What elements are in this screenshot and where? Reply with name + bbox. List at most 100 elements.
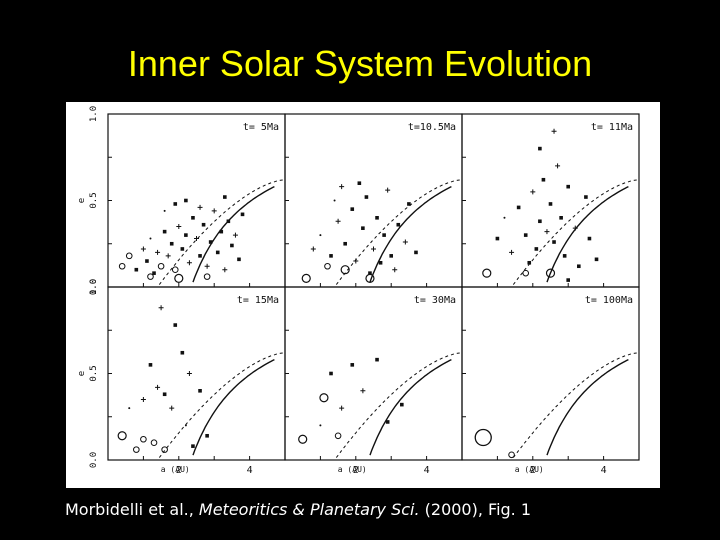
data-point xyxy=(223,195,227,199)
panel-time-label: t= 15Ma xyxy=(237,295,279,306)
data-point xyxy=(171,266,179,273)
data-point xyxy=(566,278,570,282)
data-point xyxy=(508,451,515,459)
data-point xyxy=(545,268,556,278)
data-point xyxy=(538,146,542,151)
x-axis-label: a (AU) xyxy=(515,465,544,474)
data-point xyxy=(203,273,211,280)
data-point xyxy=(140,246,146,252)
data-point xyxy=(194,236,199,242)
data-point xyxy=(230,243,234,248)
data-point xyxy=(350,207,355,211)
data-point xyxy=(173,202,178,206)
data-point xyxy=(343,241,347,246)
data-point xyxy=(400,402,404,407)
data-point xyxy=(319,393,329,403)
data-point xyxy=(205,433,209,438)
data-point xyxy=(184,233,188,237)
panel-time-label: t= 100Ma xyxy=(585,295,633,306)
data-point xyxy=(301,273,311,283)
data-point xyxy=(145,259,149,263)
panel-frame xyxy=(284,286,463,461)
dashed-curve xyxy=(512,352,640,458)
y-tick-label: 0.0 xyxy=(89,279,99,295)
caption-authors: Morbidelli et al., xyxy=(65,500,199,519)
data-point xyxy=(402,239,408,245)
data-point xyxy=(544,229,550,235)
data-point xyxy=(527,260,532,265)
data-point xyxy=(201,222,206,227)
data-point xyxy=(572,225,578,231)
dashed-curve xyxy=(512,179,640,285)
data-point xyxy=(197,204,203,210)
data-point xyxy=(134,267,139,272)
data-point xyxy=(298,434,308,444)
data-point xyxy=(176,223,182,229)
panel-frame xyxy=(107,286,286,461)
x-axis-label: a (AU) xyxy=(338,465,367,474)
data-point xyxy=(191,444,195,448)
solid-curve xyxy=(192,358,275,456)
data-point xyxy=(329,254,333,258)
panel-time-label: t= 11Ma xyxy=(591,122,633,133)
dashed-curve xyxy=(158,179,286,285)
y-axis-label: e xyxy=(77,371,87,376)
data-point xyxy=(117,431,127,441)
caption: Morbidelli et al., Meteoritics & Planeta… xyxy=(65,500,531,519)
data-point xyxy=(219,229,224,234)
data-point xyxy=(371,246,376,252)
data-point xyxy=(350,363,355,367)
y-tick-label: 0.5 xyxy=(89,192,99,208)
data-point xyxy=(140,435,147,443)
data-point xyxy=(555,163,561,169)
data-point xyxy=(186,371,192,376)
data-point xyxy=(226,219,231,224)
data-point xyxy=(324,262,331,270)
data-point xyxy=(162,229,167,234)
data-point xyxy=(534,247,539,251)
data-point xyxy=(552,240,556,244)
panel-frame xyxy=(461,286,640,461)
x-axis-label: a (AU) xyxy=(161,465,190,474)
data-point xyxy=(150,439,158,447)
data-point xyxy=(364,195,369,199)
x-tick-label: 4 xyxy=(601,465,607,476)
caption-rest: (2000), Fig. 1 xyxy=(419,500,532,519)
data-point xyxy=(584,195,588,199)
data-point xyxy=(340,265,350,275)
y-tick-label: 1.0 xyxy=(89,279,99,295)
data-point xyxy=(149,237,152,240)
data-point xyxy=(174,273,184,283)
data-point xyxy=(385,187,391,193)
data-point xyxy=(333,199,336,202)
y-tick-label: 1.0 xyxy=(89,106,99,122)
data-point xyxy=(389,254,393,258)
panel-time-label: t=10.5Ma xyxy=(408,122,456,133)
panel-time-label: t= 5Ma xyxy=(243,122,279,133)
data-point xyxy=(392,267,398,273)
data-point xyxy=(163,209,166,212)
panel-frame xyxy=(461,113,640,288)
data-point xyxy=(339,184,345,190)
data-point xyxy=(140,396,146,402)
data-point xyxy=(365,273,375,283)
data-point xyxy=(162,392,167,397)
data-point xyxy=(237,257,241,262)
data-point xyxy=(368,271,372,275)
data-point xyxy=(530,189,536,195)
data-point xyxy=(353,258,359,264)
panel-frame xyxy=(284,113,463,288)
x-tick-label: 2 xyxy=(530,465,536,476)
data-point xyxy=(559,216,563,220)
data-point xyxy=(357,181,362,185)
data-point xyxy=(184,424,187,427)
solid-curve xyxy=(192,185,275,283)
x-tick-label: 2 xyxy=(176,465,182,476)
solid-curve xyxy=(546,185,629,283)
data-point xyxy=(161,446,168,453)
y-axis-label: e xyxy=(77,198,87,203)
data-point xyxy=(128,407,131,410)
dashed-curve xyxy=(158,352,286,458)
data-point xyxy=(208,240,213,244)
solid-curve xyxy=(546,358,629,456)
